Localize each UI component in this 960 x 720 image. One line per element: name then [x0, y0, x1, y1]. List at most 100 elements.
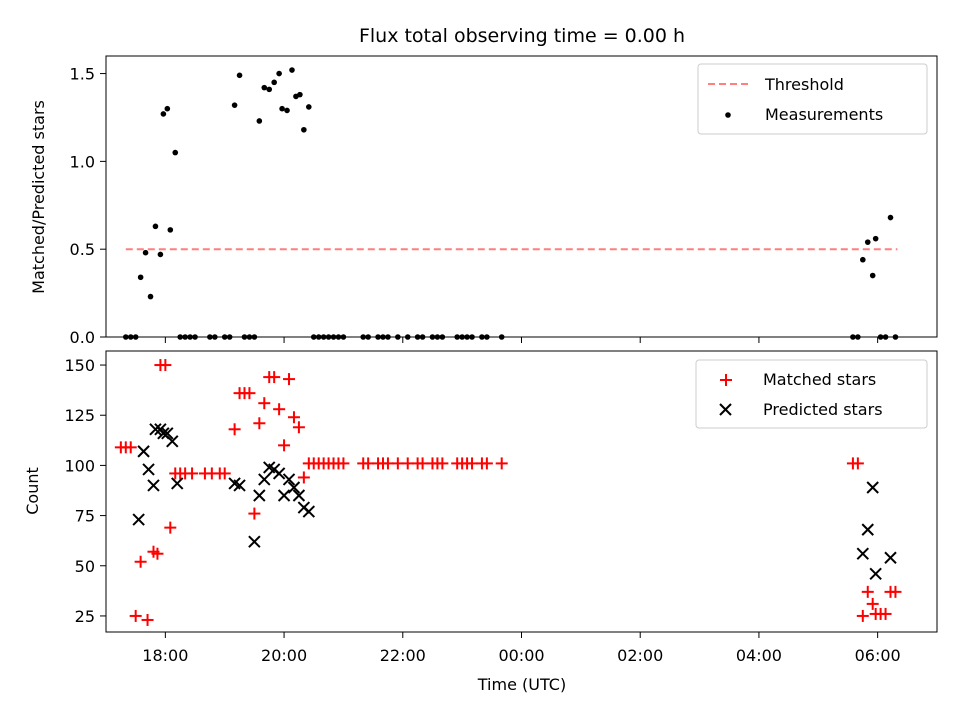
- measurement-point: [182, 334, 188, 340]
- measurement-point: [164, 105, 171, 112]
- top-y-ticks: 0.0 0.5 1.0 1.5: [70, 65, 106, 347]
- measurement-point: [454, 334, 460, 340]
- matched-star-point: [258, 397, 271, 410]
- bottom-y-axis-label: Count: [23, 467, 42, 515]
- matched-star-point: [495, 457, 508, 470]
- measurement-point: [276, 70, 282, 77]
- measurement-point: [887, 214, 894, 221]
- matched-legend-swatch: [720, 374, 732, 386]
- measurement-point: [310, 334, 317, 340]
- measurement-point: [256, 118, 263, 124]
- measurement-point: [306, 104, 312, 110]
- matched-star-point: [159, 359, 172, 372]
- predicted-star-point: [171, 477, 184, 490]
- matched-star-point: [141, 613, 154, 626]
- measurement-point: [132, 334, 139, 340]
- x-tick-label: 22:00: [380, 646, 426, 665]
- measurement-point: [869, 272, 876, 279]
- matched-star-point: [856, 609, 869, 622]
- measurement-point: [340, 334, 347, 340]
- y-tick-label: 100: [64, 456, 95, 475]
- matched-star-point: [879, 607, 892, 620]
- measurements-legend-swatch: [725, 112, 731, 118]
- measurement-point: [850, 334, 856, 340]
- bottom-legend: Matched stars Predicted stars: [695, 359, 928, 429]
- measurement-point: [160, 111, 167, 117]
- matched-star-point: [337, 457, 350, 470]
- predicted-star-point: [233, 479, 246, 492]
- matched-star-point: [134, 555, 147, 568]
- measurement-point: [226, 334, 233, 340]
- matched-star-point: [248, 507, 261, 520]
- measurement-point: [864, 239, 871, 245]
- x-tick-label: 18:00: [142, 646, 188, 665]
- x-tick-label: 06:00: [855, 646, 901, 665]
- measurement-point: [395, 334, 401, 340]
- predicted-star-point: [856, 547, 870, 560]
- measurement-point: [192, 334, 198, 340]
- matched-star-point: [866, 597, 879, 610]
- threshold-legend-label: Threshold: [764, 75, 844, 94]
- measurement-point: [404, 334, 411, 340]
- measurement-point: [297, 91, 303, 98]
- top-panel: Matched/Predicted stars 0.0 0.5 1.0 1.5 Thr…: [29, 55, 938, 347]
- predicted-star-point: [861, 523, 874, 536]
- matched-star-point: [273, 403, 286, 416]
- measurement-point: [152, 223, 159, 230]
- bottom-x-ticks: 18:00 20:00 22:00 00:00 02:00 04:00 06:00: [142, 632, 901, 665]
- matched-stars-points: [114, 359, 902, 626]
- matched-star-point: [436, 457, 449, 470]
- measurement-point: [261, 84, 268, 91]
- measurement-point: [419, 334, 426, 340]
- matched-star-point: [253, 417, 266, 430]
- measurement-point: [320, 334, 327, 340]
- measurement-point: [330, 334, 337, 340]
- predicted-star-point: [149, 423, 162, 436]
- measurement-point: [877, 334, 884, 340]
- matched-star-point: [151, 547, 164, 560]
- x-axis-label: Time (UTC): [477, 675, 566, 694]
- measurement-point: [172, 149, 179, 156]
- y-tick-label: 1.0: [70, 152, 95, 171]
- matched-star-point: [268, 371, 281, 384]
- measurement-point: [360, 334, 367, 340]
- bottom-panel: Count Time (UTC) 25 50 75 100 125 150 18:00 20…: [23, 350, 938, 694]
- x-tick-label: 20:00: [261, 646, 307, 665]
- predicted-star-point: [166, 435, 179, 448]
- measurement-point: [365, 334, 371, 340]
- y-tick-label: 25: [75, 607, 95, 626]
- bottom-legend-box: [695, 359, 928, 429]
- predicted-star-point: [884, 551, 897, 564]
- y-tick-label: 0.0: [70, 328, 95, 347]
- measurement-point: [860, 256, 866, 263]
- measurement-point: [434, 334, 441, 340]
- predicted-star-point: [258, 473, 271, 486]
- predicted-star-point: [142, 463, 155, 476]
- predicted-star-point: [282, 473, 296, 486]
- predicted-star-point: [302, 505, 316, 518]
- measurement-point: [429, 334, 436, 340]
- measurement-point: [246, 334, 253, 340]
- y-tick-label: 0.5: [70, 240, 95, 259]
- measurement-point: [459, 334, 465, 340]
- y-tick-label: 1.5: [70, 65, 95, 84]
- predicted-star-point: [147, 479, 160, 492]
- measurement-point: [147, 293, 154, 300]
- measurement-point: [271, 79, 277, 86]
- measurement-point: [212, 334, 218, 340]
- predicted-star-point: [161, 427, 174, 440]
- matched-star-point: [287, 411, 300, 424]
- measurement-point: [325, 334, 332, 340]
- measurement-point: [872, 235, 879, 242]
- predicted-star-point: [248, 535, 261, 548]
- measurement-point: [236, 72, 243, 79]
- measurement-point: [137, 274, 144, 281]
- matched-star-point: [218, 467, 231, 480]
- measurement-point: [315, 334, 322, 340]
- x-tick-label: 00:00: [498, 646, 544, 665]
- predicted-legend-label: Predicted stars: [763, 400, 883, 419]
- measurement-point: [167, 227, 174, 233]
- measurement-point: [484, 334, 490, 340]
- measurement-point: [414, 334, 421, 340]
